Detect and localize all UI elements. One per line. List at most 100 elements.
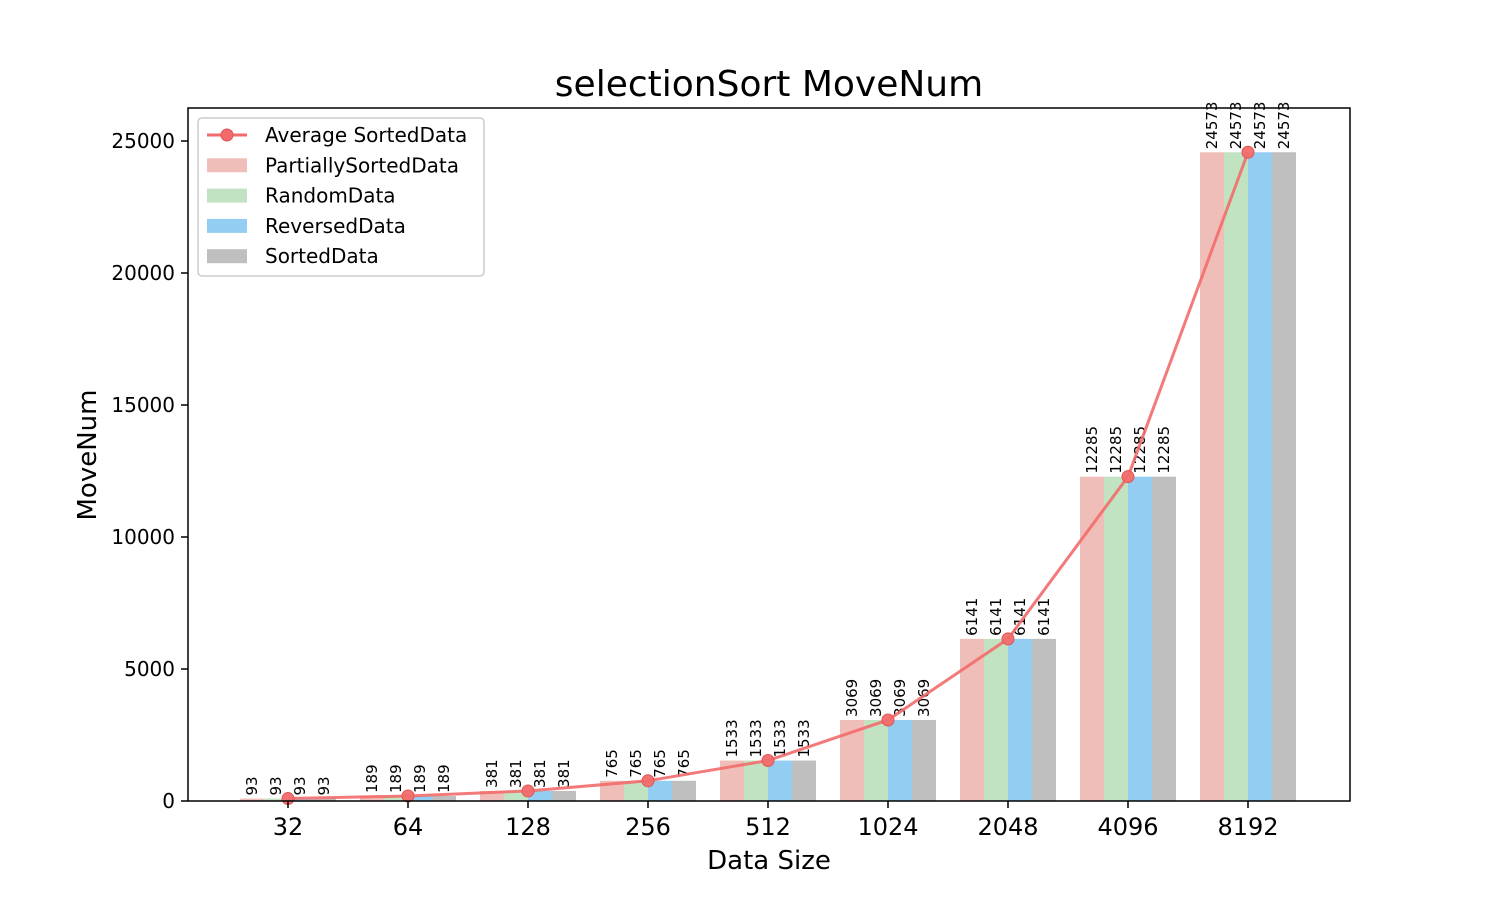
- bar-ReversedData-2048: [1008, 638, 1032, 801]
- bar-RandomData-128: [504, 790, 528, 801]
- x-tick-label: 32: [273, 813, 304, 841]
- bar-value-label: 381: [483, 759, 501, 788]
- average-point-512: [761, 754, 775, 768]
- y-axis-label: MoveNum: [73, 390, 103, 521]
- x-tick-label: 8192: [1217, 813, 1278, 841]
- y-tick-label: 10000: [111, 525, 175, 549]
- x-tick-label: 512: [745, 813, 791, 841]
- bar-RandomData-512: [744, 760, 768, 801]
- y-tick-label: 15000: [111, 393, 175, 417]
- legend-box: [197, 117, 485, 277]
- bar-RandomData-256: [624, 780, 648, 801]
- bar-value-label: 12285: [1131, 426, 1149, 474]
- bar-value-label: 93: [267, 776, 285, 795]
- bar-value-label: 1533: [747, 719, 765, 757]
- bar-value-label: 189: [411, 764, 429, 793]
- bar-SortedData-64: [432, 796, 456, 801]
- bar-ReversedData-1024: [888, 719, 912, 801]
- y-tick-label: 0: [162, 789, 175, 813]
- bar-value-label: 3069: [867, 679, 885, 717]
- plot-frame: [187, 107, 1351, 802]
- average-point-64: [401, 789, 415, 803]
- y-tick-label: 20000: [111, 261, 175, 285]
- bar-value-label: 381: [507, 759, 525, 788]
- bar-SortedData-4096: [1152, 476, 1176, 801]
- bar-PartiallySortedData-4096: [1080, 476, 1104, 801]
- average-point-1024: [881, 713, 895, 727]
- bar-value-label: 1533: [771, 719, 789, 757]
- legend-line-marker: [220, 128, 234, 142]
- bar-SortedData-32: [312, 798, 336, 801]
- bar-labels-layer: 93 189 381 765 1533 3069 6141 12285 24573 93 189 38…: [243, 102, 1293, 796]
- average-point-256: [641, 774, 655, 788]
- x-tick-label: 2048: [977, 813, 1038, 841]
- bar-PartiallySortedData-64: [360, 796, 384, 801]
- bar-SortedData-256: [672, 780, 696, 801]
- bar-value-label: 381: [531, 759, 549, 788]
- legend-swatch: [207, 188, 247, 203]
- legend-swatch: [207, 158, 247, 173]
- x-axis-label: Data Size: [707, 846, 831, 876]
- bar-PartiallySortedData-2048: [960, 638, 984, 801]
- bar-value-label: 6141: [1035, 598, 1053, 636]
- bar-value-label: 24573: [1275, 102, 1293, 150]
- bars-layer: [240, 152, 1296, 801]
- x-tick-label: 1024: [857, 813, 918, 841]
- bar-RandomData-1024: [864, 719, 888, 801]
- axes-layer: 0 5000 10000 15000 20000 25000 32 64 128 256 512 10…: [111, 129, 1278, 841]
- bar-value-label: 765: [675, 749, 693, 778]
- bar-value-label: 765: [627, 749, 645, 778]
- bar-value-label: 3069: [843, 679, 861, 717]
- average-point-4096: [1121, 470, 1135, 484]
- legend: Average SortedData PartiallySortedData Ran…: [197, 117, 485, 277]
- bar-ReversedData-512: [768, 760, 792, 801]
- y-tick-label: 25000: [111, 129, 175, 153]
- bar-ReversedData-128: [528, 790, 552, 801]
- bar-PartiallySortedData-32: [240, 798, 264, 801]
- bar-value-label: 189: [363, 764, 381, 793]
- bar-RandomData-32: [264, 798, 288, 801]
- legend-label: SortedData: [265, 244, 379, 268]
- bar-value-label: 12285: [1155, 426, 1173, 474]
- bar-RandomData-64: [384, 796, 408, 801]
- bar-value-label: 93: [315, 776, 333, 795]
- bar-SortedData-512: [792, 760, 816, 801]
- bar-value-label: 12285: [1107, 426, 1125, 474]
- x-tick-label: 128: [505, 813, 551, 841]
- bar-SortedData-1024: [912, 719, 936, 801]
- legend-label: RandomData: [265, 184, 396, 208]
- bar-RandomData-2048: [984, 638, 1008, 801]
- x-tick-label: 4096: [1097, 813, 1158, 841]
- chart-title: selectionSort MoveNum: [555, 64, 983, 105]
- bar-value-label: 381: [555, 759, 573, 788]
- bar-value-label: 189: [435, 764, 453, 793]
- bar-value-label: 765: [603, 749, 621, 778]
- legend-label: Average SortedData: [265, 123, 467, 147]
- bar-value-label: 1533: [723, 719, 741, 757]
- bar-value-label: 24573: [1227, 102, 1245, 150]
- bar-value-label: 6141: [987, 598, 1005, 636]
- legend-swatch: [207, 218, 247, 233]
- bar-value-label: 6141: [963, 598, 981, 636]
- bar-value-label: 189: [387, 764, 405, 793]
- y-tick-label: 5000: [124, 657, 175, 681]
- bar-value-label: 3069: [915, 679, 933, 717]
- bar-value-label: 24573: [1203, 102, 1221, 150]
- bar-value-label: 93: [243, 776, 261, 795]
- bar-SortedData-2048: [1032, 638, 1056, 801]
- bar-SortedData-8192: [1272, 152, 1296, 801]
- bar-value-label: 24573: [1251, 102, 1269, 150]
- average-point-128: [521, 784, 535, 798]
- bar-RandomData-8192: [1224, 152, 1248, 801]
- bar-value-label: 93: [291, 776, 309, 795]
- bar-PartiallySortedData-8192: [1200, 152, 1224, 801]
- bar-ReversedData-64: [408, 796, 432, 801]
- bar-ReversedData-256: [648, 780, 672, 801]
- legend-swatch: [207, 249, 247, 264]
- bar-RandomData-4096: [1104, 476, 1128, 801]
- x-tick-label: 64: [393, 813, 424, 841]
- average-point-2048: [1001, 632, 1015, 646]
- average-point-8192: [1241, 145, 1255, 159]
